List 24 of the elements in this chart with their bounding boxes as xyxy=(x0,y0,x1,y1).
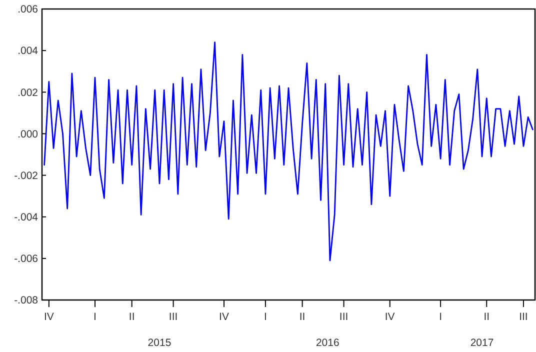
y-tick-label: .004 xyxy=(18,45,38,58)
y-tick-label: .006 xyxy=(18,4,38,16)
x-tick-label: III xyxy=(339,311,348,323)
y-tick-label: -.008 xyxy=(14,294,38,307)
line-series xyxy=(44,42,534,262)
x-tick-label: IV xyxy=(219,311,229,323)
text: 2016 xyxy=(316,337,340,349)
y-tick-label: -.006 xyxy=(14,253,38,266)
x-tick-label: I xyxy=(264,311,267,323)
y-tick-label: .002 xyxy=(18,86,38,99)
text: 2015 xyxy=(148,337,172,349)
x-tick-label: IV xyxy=(44,311,54,323)
x-tick-label: II xyxy=(484,311,490,323)
x-tick-label: IV xyxy=(384,311,395,323)
y-tick-label: -.002 xyxy=(14,170,38,182)
x-tick-label: I xyxy=(439,311,442,323)
x-tick-label: III xyxy=(519,311,528,323)
text: 2017 xyxy=(470,337,494,349)
x-tick-label: II xyxy=(299,311,306,323)
x-tick-label: II xyxy=(128,311,135,323)
x-tick-label: I xyxy=(94,311,96,323)
x-tick-label: III xyxy=(168,311,178,323)
y-tick-label: -.004 xyxy=(14,212,38,224)
y-tick-label: .000 xyxy=(18,128,38,140)
